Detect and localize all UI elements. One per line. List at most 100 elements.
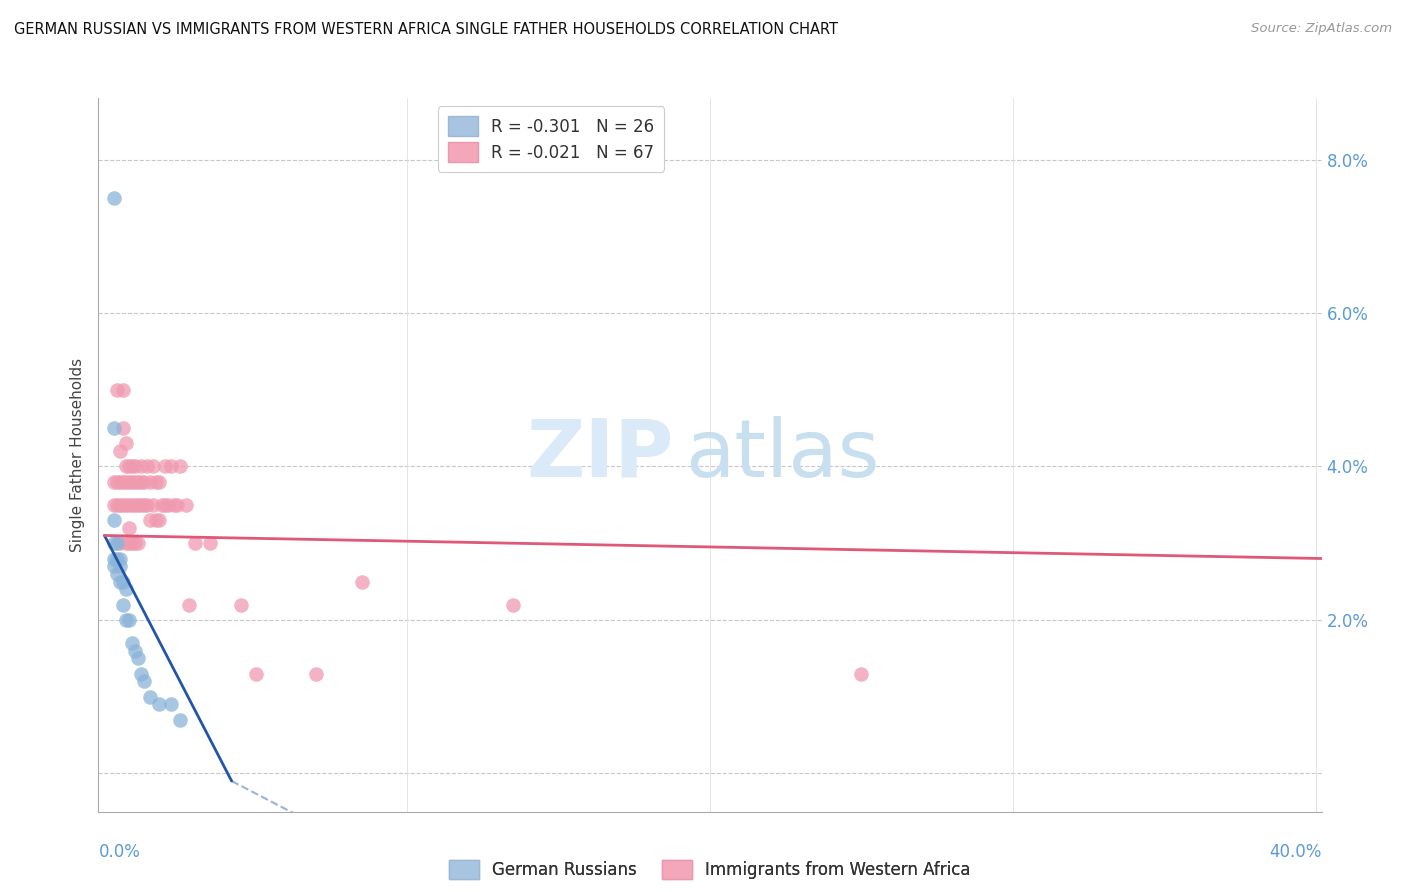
Point — [157, 498, 180, 512]
Point — [114, 582, 136, 597]
Point — [114, 613, 136, 627]
Point — [108, 444, 131, 458]
Point — [229, 598, 252, 612]
Point — [103, 475, 125, 489]
Legend: German Russians, Immigrants from Western Africa: German Russians, Immigrants from Western… — [443, 853, 977, 886]
Point — [139, 513, 162, 527]
Point — [142, 459, 165, 474]
Point — [179, 598, 201, 612]
Point — [174, 498, 197, 512]
Point — [111, 498, 134, 512]
Point — [169, 713, 191, 727]
Point — [105, 551, 128, 566]
Point — [121, 636, 143, 650]
Point — [124, 498, 146, 512]
Point — [160, 698, 183, 712]
Point — [150, 498, 173, 512]
Point — [108, 574, 131, 589]
Point — [129, 666, 152, 681]
Point — [118, 521, 141, 535]
Point — [118, 475, 141, 489]
Point — [105, 475, 128, 489]
Point — [132, 498, 155, 512]
Point — [111, 421, 134, 435]
Point — [160, 459, 183, 474]
Text: 40.0%: 40.0% — [1270, 843, 1322, 861]
Point — [111, 475, 134, 489]
Point — [129, 475, 152, 489]
Point — [502, 598, 524, 612]
Text: Source: ZipAtlas.com: Source: ZipAtlas.com — [1251, 22, 1392, 36]
Point — [148, 513, 170, 527]
Point — [129, 459, 152, 474]
Point — [148, 698, 170, 712]
Point — [121, 498, 143, 512]
Point — [121, 475, 143, 489]
Point — [127, 651, 149, 665]
Point — [148, 475, 170, 489]
Y-axis label: Single Father Households: Single Father Households — [70, 358, 86, 552]
Point — [124, 536, 146, 550]
Point — [200, 536, 222, 550]
Point — [245, 666, 267, 681]
Point — [103, 191, 125, 205]
Point — [105, 536, 128, 550]
Point — [105, 498, 128, 512]
Point — [129, 498, 152, 512]
Point — [114, 436, 136, 450]
Point — [350, 574, 373, 589]
Point — [124, 643, 146, 657]
Point — [851, 666, 873, 681]
Point — [166, 498, 188, 512]
Point — [305, 666, 328, 681]
Point — [121, 536, 143, 550]
Point — [135, 498, 157, 512]
Point — [108, 475, 131, 489]
Point — [139, 475, 162, 489]
Point — [142, 498, 165, 512]
Point — [108, 498, 131, 512]
Point — [145, 475, 167, 489]
Point — [135, 459, 157, 474]
Point — [132, 674, 155, 689]
Point — [103, 498, 125, 512]
Point — [103, 551, 125, 566]
Point — [127, 498, 149, 512]
Point — [118, 536, 141, 550]
Point — [139, 690, 162, 704]
Text: atlas: atlas — [686, 416, 880, 494]
Point — [118, 498, 141, 512]
Point — [124, 459, 146, 474]
Point — [108, 559, 131, 574]
Point — [103, 513, 125, 527]
Point — [184, 536, 207, 550]
Point — [114, 498, 136, 512]
Point — [111, 598, 134, 612]
Point — [105, 566, 128, 581]
Point — [108, 536, 131, 550]
Point — [114, 536, 136, 550]
Point — [114, 459, 136, 474]
Point — [153, 459, 176, 474]
Point — [124, 475, 146, 489]
Text: GERMAN RUSSIAN VS IMMIGRANTS FROM WESTERN AFRICA SINGLE FATHER HOUSEHOLDS CORREL: GERMAN RUSSIAN VS IMMIGRANTS FROM WESTER… — [14, 22, 838, 37]
Point — [118, 613, 141, 627]
Point — [103, 421, 125, 435]
Point — [103, 559, 125, 574]
Point — [127, 475, 149, 489]
Point — [111, 383, 134, 397]
Point — [163, 498, 186, 512]
Point — [153, 498, 176, 512]
Point — [145, 513, 167, 527]
Point — [127, 536, 149, 550]
Point — [118, 459, 141, 474]
Point — [103, 536, 125, 550]
Point — [132, 475, 155, 489]
Text: 0.0%: 0.0% — [98, 843, 141, 861]
Point — [108, 551, 131, 566]
Point — [105, 383, 128, 397]
Point — [111, 574, 134, 589]
Point — [121, 459, 143, 474]
Point — [114, 475, 136, 489]
Text: ZIP: ZIP — [526, 416, 673, 494]
